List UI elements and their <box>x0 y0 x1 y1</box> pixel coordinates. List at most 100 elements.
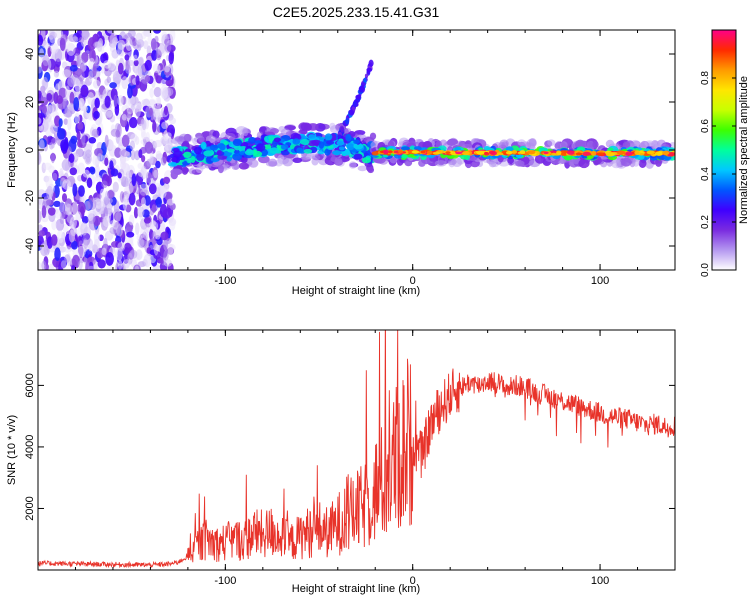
spectrogram-blob <box>41 260 47 270</box>
spectrogram-blob <box>60 260 67 269</box>
spectrogram-blob <box>133 206 139 219</box>
spectrogram-blob <box>38 65 43 74</box>
spectrogram-blob <box>144 75 151 83</box>
spectrogram-blob <box>101 247 107 256</box>
spectrogram-blob <box>163 238 169 251</box>
spectrogram-blob <box>160 231 169 241</box>
spectrogram-blob <box>81 31 91 38</box>
spectrogram-blob <box>352 101 358 108</box>
spectrogram-blob <box>258 155 270 164</box>
spectrogram-blob <box>148 156 157 166</box>
spectrogram-blob <box>366 67 373 73</box>
spectrogram-blob <box>135 249 143 261</box>
spectrogram-blob <box>154 139 163 148</box>
spectrogram-blob <box>644 140 655 147</box>
spectrogram-blob <box>432 151 441 155</box>
spectrogram-blob <box>112 181 119 193</box>
spectrogram-blob <box>111 49 119 59</box>
spectrogram-blob <box>135 222 140 235</box>
spectrogram-blob <box>77 122 84 130</box>
spectrogram-blob <box>104 190 109 205</box>
spectrogram-blob <box>76 58 85 67</box>
y-tick-label: 4000 <box>24 435 36 459</box>
spectrogram-blob <box>63 118 69 125</box>
spectrogram-blob <box>543 151 549 155</box>
spectrogram-blob <box>134 265 140 270</box>
spectrogram-blob <box>605 152 615 157</box>
spectrogram-blob <box>54 209 62 219</box>
spectrogram-blob <box>96 40 103 53</box>
spectrogram-blob <box>38 34 44 46</box>
spectrogram-blob <box>163 130 169 142</box>
spectrogram-blob <box>87 209 94 222</box>
spectrogram-blob <box>193 146 203 155</box>
spectrogram-blob <box>64 254 71 263</box>
spectrogram-blob <box>134 136 140 145</box>
x-tick-label: 100 <box>591 275 609 287</box>
spectrogram-blob <box>46 87 55 96</box>
spectrogram-blob <box>109 160 114 170</box>
spectrogram-blob <box>68 229 76 243</box>
spectrogram-blob <box>141 197 146 208</box>
spectrogram-blob <box>625 151 633 156</box>
spectrogram-blob <box>267 135 275 140</box>
spectrogram-blob <box>164 143 173 151</box>
x-tick-label: 0 <box>410 275 416 287</box>
spectrogram-blob <box>368 59 374 67</box>
spectrogram-blob <box>61 193 68 203</box>
spectrogram-blob <box>616 150 626 155</box>
spectrogram-blob <box>68 102 74 111</box>
spectrogram-blob <box>361 157 372 164</box>
spectrogram-blob <box>203 150 214 157</box>
spectrogram-blob <box>95 174 102 182</box>
spectrogram-blob <box>136 206 145 218</box>
spectrogram-blob <box>496 152 504 156</box>
spectrogram-blob <box>71 240 78 250</box>
spectrogram-blob <box>153 243 159 256</box>
spectrogram-ylabel: Frequency (Hz) <box>6 112 18 188</box>
spectrogram-blob <box>69 64 78 72</box>
spectrogram-blob <box>42 54 50 67</box>
spectrogram-blob <box>401 146 410 151</box>
spectrogram-blob <box>39 243 48 250</box>
spectrogram-blob <box>360 82 366 87</box>
spectrogram-blob <box>162 176 171 184</box>
spectrogram-blob <box>155 49 162 61</box>
spectrogram-blob <box>104 157 109 167</box>
spectrogram-blob <box>74 78 81 93</box>
x-tick-label: -100 <box>214 575 236 587</box>
x-tick-label: 100 <box>591 575 609 587</box>
spectrogram-blob <box>554 141 562 150</box>
spectrogram-blob <box>107 62 116 71</box>
spectrogram-blob <box>519 150 526 155</box>
x-tick-label: -100 <box>214 275 236 287</box>
spectrogram-blob <box>38 209 42 224</box>
spectrogram-blob <box>161 121 169 130</box>
spectrogram-blob <box>81 132 86 146</box>
spectrogram-blob <box>76 131 81 141</box>
spectrogram-blob <box>62 202 71 215</box>
spectrogram-blob <box>45 128 53 137</box>
spectrogram-blob <box>129 249 138 259</box>
spectrogram-blob <box>170 168 183 176</box>
spectrogram-blob <box>72 201 79 216</box>
spectrogram-blob <box>244 149 255 156</box>
spectrogram-blob <box>292 138 301 145</box>
snr-frame <box>37 329 676 571</box>
spectrogram-blob <box>117 259 123 270</box>
spectrogram-blob <box>38 261 42 270</box>
spectrogram-blob <box>575 152 583 156</box>
spectrogram-blob <box>507 157 515 164</box>
spectrogram-blob <box>49 142 54 150</box>
spectrogram-blob <box>159 185 167 199</box>
spectrogram-blob <box>41 105 48 114</box>
spectrogram-blob <box>153 86 162 98</box>
spectrogram-blob <box>129 140 136 150</box>
spectrogram-blob <box>216 149 222 156</box>
spectrogram-blob <box>71 254 81 269</box>
spectrogram-blob <box>115 224 124 237</box>
spectrogram-blob <box>62 179 72 190</box>
snr-line <box>38 330 675 569</box>
spectrogram-blob <box>56 128 66 140</box>
y-tick-label: -20 <box>24 190 36 206</box>
